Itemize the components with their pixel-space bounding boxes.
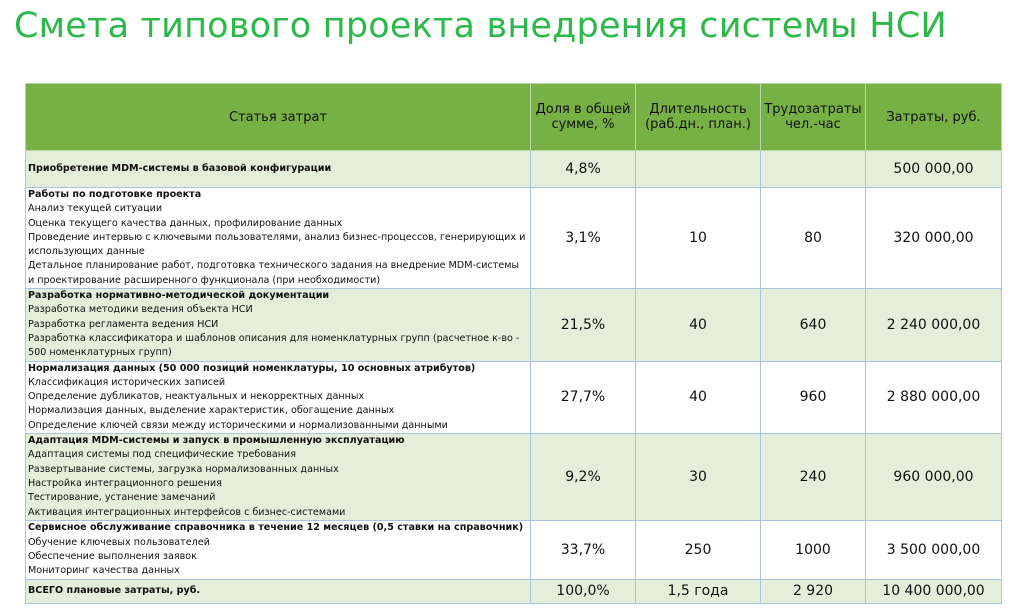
cost-item: Адаптация MDM-системы и запуск в промышл…: [25, 433, 531, 521]
column-header: Трудозатраты чел.-час: [760, 83, 866, 151]
sub-item: Определение дубликатов, неактуальных и н…: [28, 391, 365, 403]
value-cell: 3,1%: [530, 186, 636, 290]
column-header: Длительность (раб.дн., план.): [635, 83, 761, 151]
value-cell: 33,7%: [530, 519, 636, 580]
sub-item: Разработка методики ведения объекта НСИ: [28, 304, 253, 316]
table-row: Нормализация данных (50 000 позиций номе…: [25, 360, 1002, 435]
title: Смета типового проекта внедрения системы…: [14, 6, 947, 46]
value-cell: 3 500 000,00: [865, 519, 1002, 580]
value-cell: 10 400 000,00: [865, 578, 1002, 604]
value-cell: 240: [760, 433, 866, 521]
value-cell: 2 920: [760, 578, 866, 604]
sub-item: Проведение интервью с ключевыми пользова…: [28, 231, 526, 258]
cost-item: Приобретение MDM-системы в базовой конфи…: [25, 150, 531, 188]
value-cell: 1,5 года: [635, 578, 761, 604]
item-heading: Сервисное обслуживание справочника в теч…: [28, 522, 524, 534]
sub-item: Разработка классификатора и шаблонов опи…: [28, 332, 520, 359]
sub-item: Разработка регламента ведения НСИ: [28, 318, 219, 330]
item-heading: ВСЕГО плановые затраты, руб.: [28, 585, 201, 597]
sub-item: Нормализация данных, выделение характери…: [28, 405, 395, 417]
value-cell: 960: [760, 360, 866, 435]
sub-item: Классификация исторических записей: [28, 376, 226, 388]
column-header: Затраты, руб.: [865, 83, 1002, 151]
table-row: ВСЕГО плановые затраты, руб. 100,0% 1,5 го…: [25, 578, 1002, 604]
item-heading: Разработка нормативно-методической докум…: [28, 290, 330, 302]
table-body: Приобретение MDM-системы в базовой конфи…: [25, 150, 1002, 604]
table-row: Сервисное обслуживание справочника в теч…: [25, 519, 1002, 580]
sub-item: Анализ текущей ситуации: [28, 203, 163, 215]
sub-item: Адаптация системы под специфические треб…: [28, 449, 297, 461]
item-heading: Приобретение MDM-системы в базовой конфи…: [28, 162, 332, 174]
cost-item: Разработка нормативно-методической докум…: [25, 288, 531, 362]
value-cell: 320 000,00: [865, 186, 1002, 290]
value-cell: 21,5%: [530, 288, 636, 362]
column-header: Статья затрат: [25, 83, 531, 151]
sub-item: Детальное планирование работ, подготовка…: [28, 260, 520, 286]
value-cell: 30: [635, 433, 761, 521]
value-cell: 80: [760, 186, 866, 290]
estimate-table: Статья затрат Доля в общей сумме, % Длител…: [25, 83, 1002, 604]
value-cell: 10: [635, 186, 761, 290]
value-cell: 27,7%: [530, 360, 636, 435]
sub-item: Мониторинг качества данных: [28, 565, 180, 577]
value-cell: 40: [635, 360, 761, 435]
value-cell: [760, 150, 866, 188]
cost-item: ВСЕГО плановые затраты, руб.: [25, 578, 531, 604]
table-row: Разработка нормативно-методической докум…: [25, 288, 1002, 362]
item-heading: Нормализация данных (50 000 позиций номе…: [28, 362, 476, 374]
value-cell: 40: [635, 288, 761, 362]
cost-item: Сервисное обслуживание справочника в теч…: [25, 519, 531, 580]
value-cell: 500 000,00: [865, 150, 1002, 188]
cost-item: Работы по подготовке проекта Анализ текущ…: [25, 186, 531, 290]
cost-item: Нормализация данных (50 000 позиций номе…: [25, 360, 531, 435]
sub-item: Активация интеграционных интерфейсов с б…: [28, 506, 346, 518]
value-cell: 4,8%: [530, 150, 636, 188]
sub-item: Настройка интеграционного решения: [28, 477, 222, 489]
value-cell: 2 240 000,00: [865, 288, 1002, 362]
table-row: Адаптация MDM-системы и запуск в промышл…: [25, 433, 1002, 521]
value-cell: 640: [760, 288, 866, 362]
header-row: Статья затрат Доля в общей сумме, % Длител…: [25, 83, 1002, 151]
value-cell: 9,2%: [530, 433, 636, 521]
sub-item: Обеспечение выполнения заявок: [28, 550, 197, 562]
item-heading: Работы по подготовке проекта: [28, 189, 202, 200]
value-cell: [635, 150, 761, 188]
table-row: Приобретение MDM-системы в базовой конфи…: [25, 150, 1002, 188]
value-cell: 100,0%: [530, 578, 636, 604]
value-cell: 1000: [760, 519, 866, 580]
sub-item: Развертывание системы, загрузка нормализ…: [28, 463, 339, 475]
item-heading: Адаптация MDM-системы и запуск в промышл…: [28, 435, 405, 447]
sub-item: Обучение ключевых пользователей: [28, 536, 210, 548]
column-header: Доля в общей сумме, %: [530, 83, 636, 151]
sub-item: Определение ключей связи между историчес…: [28, 419, 448, 431]
sub-item: Оценка текущего качества данных, профили…: [28, 217, 343, 229]
sub-item: Тестирование, устанение замечаний: [28, 492, 216, 504]
value-cell: 960 000,00: [865, 433, 1002, 521]
value-cell: 2 880 000,00: [865, 360, 1002, 435]
value-cell: 250: [635, 519, 761, 580]
table-row: Работы по подготовке проекта Анализ текущ…: [25, 186, 1002, 290]
